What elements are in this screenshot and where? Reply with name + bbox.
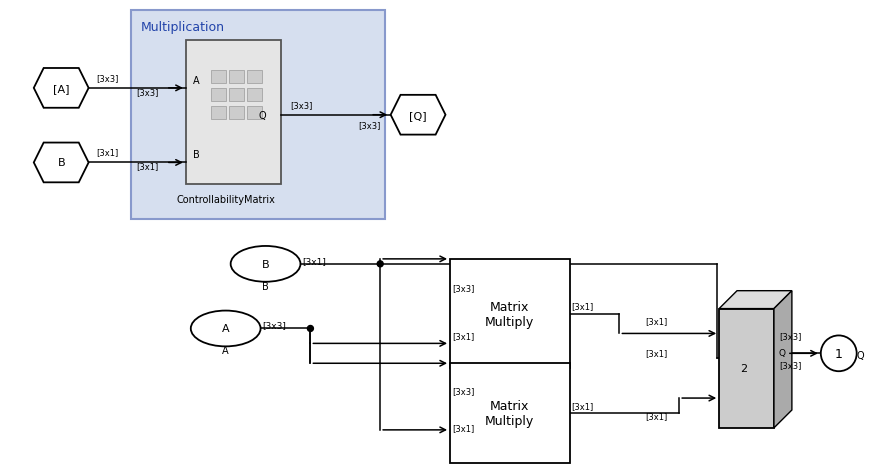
Text: [3x3]: [3x3]: [452, 387, 474, 395]
Ellipse shape: [191, 311, 261, 347]
Text: [A]: [A]: [53, 84, 70, 94]
Bar: [450, 259, 570, 368]
Text: Multiplication: Multiplication: [141, 21, 225, 34]
Bar: [211, 71, 226, 84]
Bar: [186, 41, 280, 185]
Bar: [247, 89, 262, 101]
Text: [3x1]: [3x1]: [646, 317, 668, 326]
Polygon shape: [33, 143, 89, 183]
Text: 2: 2: [740, 364, 748, 374]
Text: [3x3]: [3x3]: [779, 332, 802, 341]
Text: [3x1]: [3x1]: [96, 148, 118, 157]
Text: B: B: [262, 259, 270, 269]
Ellipse shape: [231, 247, 300, 282]
Polygon shape: [390, 96, 446, 135]
Text: [3x1]: [3x1]: [646, 348, 668, 357]
Text: A: A: [222, 324, 229, 334]
Bar: [247, 107, 262, 119]
Bar: [229, 89, 244, 101]
Text: Q: Q: [856, 350, 864, 360]
Circle shape: [821, 336, 856, 371]
Bar: [229, 71, 244, 84]
Text: [3x1]: [3x1]: [572, 301, 594, 310]
Bar: [247, 71, 262, 84]
Text: Matrix
Multiply: Matrix Multiply: [485, 300, 535, 328]
Text: [3x1]: [3x1]: [302, 257, 326, 265]
Text: [Q]: [Q]: [410, 110, 427, 120]
Text: [3x3]: [3x3]: [779, 360, 802, 369]
Text: [3x1]: [3x1]: [136, 162, 159, 171]
Text: B: B: [193, 150, 199, 160]
Text: A: A: [193, 76, 199, 86]
Bar: [229, 107, 244, 119]
Text: Q: Q: [259, 110, 266, 120]
Text: [3x3]: [3x3]: [96, 74, 118, 83]
Text: [3x1]: [3x1]: [646, 411, 668, 420]
Text: B: B: [57, 158, 65, 168]
Text: [3x3]: [3x3]: [263, 321, 286, 330]
Circle shape: [377, 261, 383, 267]
Polygon shape: [774, 291, 792, 428]
Text: Q: Q: [779, 348, 786, 357]
Bar: [211, 89, 226, 101]
Text: [3x3]: [3x3]: [359, 120, 381, 129]
Text: [3x1]: [3x1]: [572, 401, 594, 410]
Text: [3x3]: [3x3]: [452, 283, 474, 292]
Text: [3x3]: [3x3]: [136, 88, 159, 97]
Text: 1: 1: [835, 347, 843, 360]
Text: Matrix
Multiply: Matrix Multiply: [485, 399, 535, 427]
Text: A: A: [222, 346, 229, 356]
Bar: [211, 107, 226, 119]
Bar: [450, 364, 570, 463]
Text: [3x1]: [3x1]: [452, 332, 474, 341]
Bar: [719, 309, 774, 428]
Text: B: B: [263, 281, 269, 291]
Polygon shape: [719, 291, 792, 309]
Bar: [131, 11, 385, 219]
Text: ControllabilityMatrix: ControllabilityMatrix: [176, 195, 275, 205]
Circle shape: [307, 326, 314, 332]
Polygon shape: [33, 69, 89, 109]
Text: [3x1]: [3x1]: [452, 423, 474, 432]
Text: [3x3]: [3x3]: [291, 100, 313, 109]
